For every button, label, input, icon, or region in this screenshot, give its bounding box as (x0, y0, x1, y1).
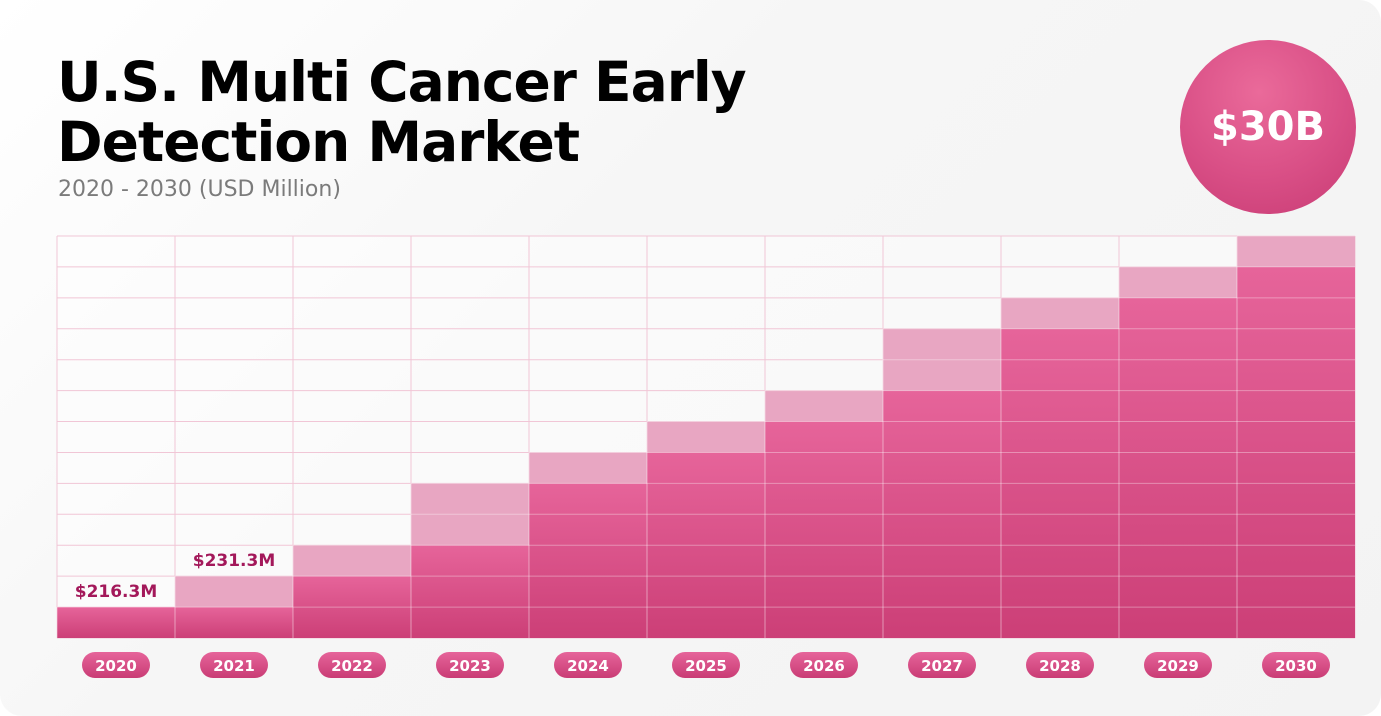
bar-increment-2021 (175, 576, 293, 608)
bar-increment-2030 (1237, 236, 1355, 267)
bar-2023 (411, 545, 529, 638)
x-tick-pill-2021 (200, 652, 268, 678)
bar-2026 (765, 421, 883, 638)
x-tick-pill-2024 (554, 652, 622, 678)
chart-title: U.S. Multi Cancer Early Detection Market (57, 50, 747, 174)
bar-increment-2029 (1119, 266, 1237, 298)
bar-2030 (1237, 266, 1355, 638)
x-tick-pill-2023 (436, 652, 504, 678)
x-tick-pill-2027 (908, 652, 976, 678)
bar-2022 (293, 576, 411, 638)
x-tick-label-2021: 2021 (213, 657, 255, 675)
bar-2025 (647, 452, 765, 638)
bar-2020 (57, 607, 175, 638)
x-tick-label-2030: 2030 (1275, 657, 1317, 675)
data-label-2021: $231.3M (193, 551, 276, 571)
bar-increment-2023 (411, 483, 529, 546)
x-tick-label-2026: 2026 (803, 657, 845, 675)
bars (57, 236, 1355, 638)
market-size-badge: $30B (1180, 40, 1356, 214)
x-tick-label-2029: 2029 (1157, 657, 1199, 675)
bar-grid-overlay (56, 235, 1355, 638)
bar-2021 (175, 607, 293, 638)
x-tick-pill-2028 (1026, 652, 1094, 678)
x-tick-label-2024: 2024 (567, 657, 609, 675)
x-tick-label-2025: 2025 (685, 657, 727, 675)
x-tick-pill-2030 (1262, 652, 1330, 678)
x-tick-pill-2020 (82, 652, 150, 678)
x-tick-label-2023: 2023 (449, 657, 491, 675)
bar-increment-2024 (529, 452, 647, 484)
x-tick-label-2020: 2020 (95, 657, 137, 675)
bar-increment-2025 (647, 421, 765, 453)
chart-subtitle: 2020 - 2030 (USD Million) (58, 177, 341, 202)
x-tick-pill-2025 (672, 652, 740, 678)
bar-2029 (1119, 297, 1237, 638)
bar-2027 (883, 390, 1001, 638)
data-label-2020: $216.3M (75, 582, 158, 602)
x-tick-pill-2029 (1144, 652, 1212, 678)
x-tick-label-2028: 2028 (1039, 657, 1081, 675)
x-tick-label-2022: 2022 (331, 657, 373, 675)
x-tick-pill-2026 (790, 652, 858, 678)
x-tick-pill-2022 (318, 652, 386, 678)
bar-increment-2027 (883, 328, 1001, 391)
bar-increment-2022 (293, 545, 411, 577)
x-axis: 2020 2021 2022 2023 2024 2025 2026 2027 2028 2029… (82, 652, 1330, 678)
bar-increment-2028 (1001, 297, 1119, 329)
bar-increment-2026 (765, 390, 883, 422)
bar-2028 (1001, 328, 1119, 638)
bar-2024 (529, 483, 647, 638)
x-tick-label-2027: 2027 (921, 657, 963, 675)
